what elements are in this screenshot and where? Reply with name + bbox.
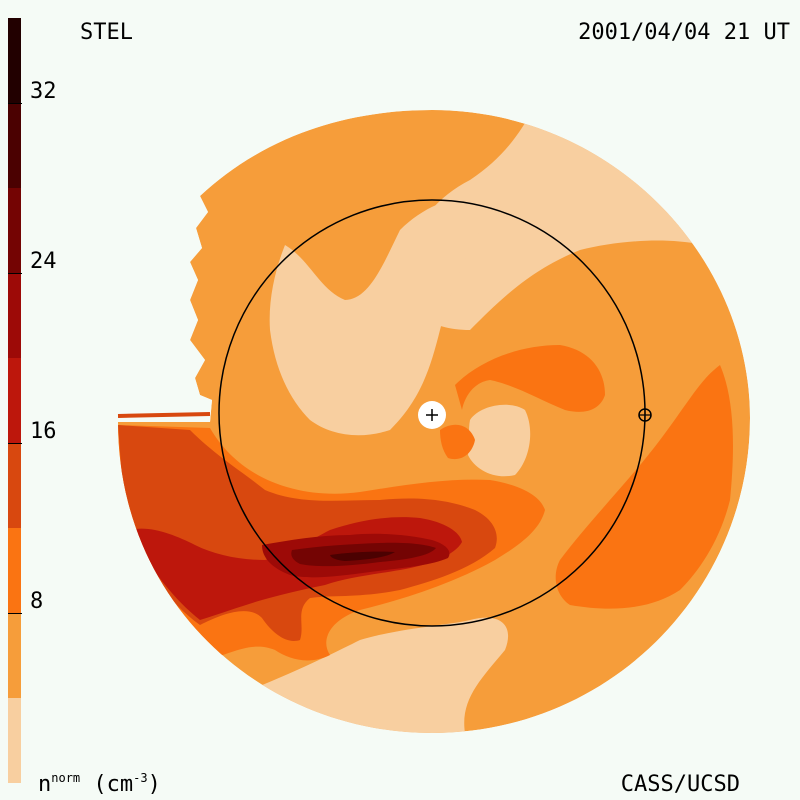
unit-paren-close: )	[147, 772, 161, 797]
colorbar-level-5	[8, 273, 21, 358]
low-density-center-lobe	[269, 196, 500, 436]
mid-density-near-sun	[440, 424, 475, 460]
unit-exp: -3	[133, 771, 148, 785]
colorbar-tick	[8, 443, 22, 444]
peak-density-max	[330, 551, 395, 561]
low-density-near-sun	[468, 404, 531, 477]
colorbar-level-6	[8, 188, 21, 273]
colorbar-tick-label: 32	[30, 79, 57, 104]
colorbar-level-8	[8, 18, 21, 103]
colorbar-tick	[8, 613, 22, 614]
low-density-bottom	[250, 617, 509, 733]
colorbar-tick-label: 24	[30, 249, 57, 274]
unit-paren-open: (cm	[93, 772, 134, 797]
mid-density-right-arm	[555, 365, 733, 609]
colorbar-tick	[8, 103, 22, 104]
colorbar-level-7	[8, 103, 21, 188]
inner-streak	[117, 412, 211, 418]
colorbar-level-4	[8, 358, 21, 443]
spacecraft-label: STEL	[80, 20, 133, 45]
colorbar-tick-label: 16	[30, 419, 57, 444]
mid-density-upper-arm	[455, 345, 605, 412]
colorbar	[8, 18, 21, 783]
colorbar-level-3	[8, 443, 21, 528]
timestamp-label: 2001/04/04 21 UT	[578, 20, 790, 45]
earth-marker	[638, 408, 652, 422]
colorbar-level-1	[8, 613, 21, 698]
colorbar-tick	[8, 273, 22, 274]
colorbar-tick-label: 8	[30, 589, 44, 614]
unit-sup: norm	[51, 771, 81, 785]
colorbar-unit-label: nnorm (cm-3)	[38, 771, 161, 797]
unit-base: n	[38, 772, 52, 797]
credit-label: CASS/UCSD	[620, 772, 740, 797]
colorbar-level-2	[8, 528, 21, 613]
colorbar-level-0	[8, 698, 21, 783]
sun-marker	[418, 401, 446, 429]
